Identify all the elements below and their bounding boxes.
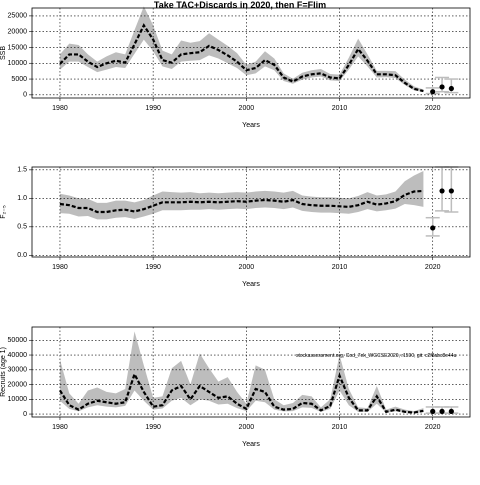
- y-tick-label: 5000: [11, 76, 27, 83]
- plot-frame: [31, 326, 471, 418]
- x-tick-label: 1990: [145, 264, 161, 271]
- y-tick-label: 10000: [8, 396, 28, 403]
- plot-frame: [31, 166, 471, 258]
- x-tick-label: 2010: [332, 105, 348, 112]
- estimate-line: [59, 23, 424, 93]
- figure-title: Take TAC+Discards in 2020, then F=Flim: [153, 0, 327, 10]
- confidence-band: [59, 170, 424, 220]
- y-axis-label: Recruits (age 1): [0, 347, 7, 397]
- panel-3: 1980 1990 2000 2010 2020 0 10000 20000 30000 4000…: [0, 326, 471, 448]
- y-tick-label: 20000: [8, 29, 28, 36]
- x-axis-label: Years: [242, 441, 260, 448]
- y-tick-label: 1.0: [17, 195, 27, 202]
- x-axis-label: Years: [242, 281, 260, 288]
- x-tick-label: 2000: [239, 264, 255, 271]
- y-tick-label: 0.0: [17, 252, 27, 259]
- x-tick-label: 2000: [239, 105, 255, 112]
- y-tick-label: 0.5: [17, 224, 27, 231]
- projection-point: [439, 408, 445, 414]
- projection-point: [439, 188, 445, 194]
- projection-point: [430, 89, 436, 95]
- y-axis-label: F₂₋₅: [0, 205, 7, 219]
- x-tick-label: 1980: [52, 424, 68, 431]
- y-tick-label: 25000: [8, 13, 28, 20]
- y-tick-label: 40000: [8, 352, 28, 359]
- y-tick-label: 20000: [8, 381, 28, 388]
- projection-point: [430, 408, 436, 414]
- x-tick-label: 2000: [239, 424, 255, 431]
- y-tick-label: 0: [23, 92, 27, 99]
- plot-frame: [31, 7, 471, 99]
- projection-point: [448, 408, 454, 414]
- y-tick-label: 10000: [8, 60, 28, 67]
- confidence-band: [59, 331, 424, 414]
- x-tick-label: 1990: [145, 424, 161, 431]
- y-tick-label: 0: [23, 411, 27, 418]
- x-tick-label: 2020: [425, 105, 441, 112]
- y-tick-label: 1.5: [17, 167, 27, 174]
- panel-1: 1980 1990 2000 2010 2020 0 5000 10000 15000 20000…: [0, 6, 471, 129]
- source-annotation: stockassessment.org, Cod_7ek_WGCSE2020, …: [296, 353, 457, 359]
- x-tick-label: 1980: [52, 105, 68, 112]
- estimate-line: [59, 189, 424, 214]
- panel-2: 1980 1990 2000 2010 2020 0.0 0.5 1.0 1.5 Years F₂₋…: [0, 166, 471, 288]
- x-tick-label: 2010: [332, 264, 348, 271]
- y-tick-label: 50000: [8, 337, 28, 344]
- x-tick-label: 1990: [145, 105, 161, 112]
- confidence-band: [59, 6, 424, 93]
- x-tick-label: 2020: [425, 264, 441, 271]
- projection-point: [448, 85, 454, 92]
- y-axis-label: SSB: [0, 46, 7, 60]
- x-tick-label: 2010: [332, 424, 348, 431]
- y-tick-label: 15000: [8, 44, 28, 51]
- x-axis-label: Years: [242, 122, 260, 129]
- projection-point: [439, 84, 445, 90]
- projection-point: [448, 188, 454, 194]
- projection-point: [430, 225, 436, 231]
- y-tick-label: 30000: [8, 367, 28, 374]
- x-tick-label: 2020: [425, 424, 441, 431]
- estimate-line: [59, 371, 424, 414]
- x-tick-label: 1980: [52, 264, 68, 271]
